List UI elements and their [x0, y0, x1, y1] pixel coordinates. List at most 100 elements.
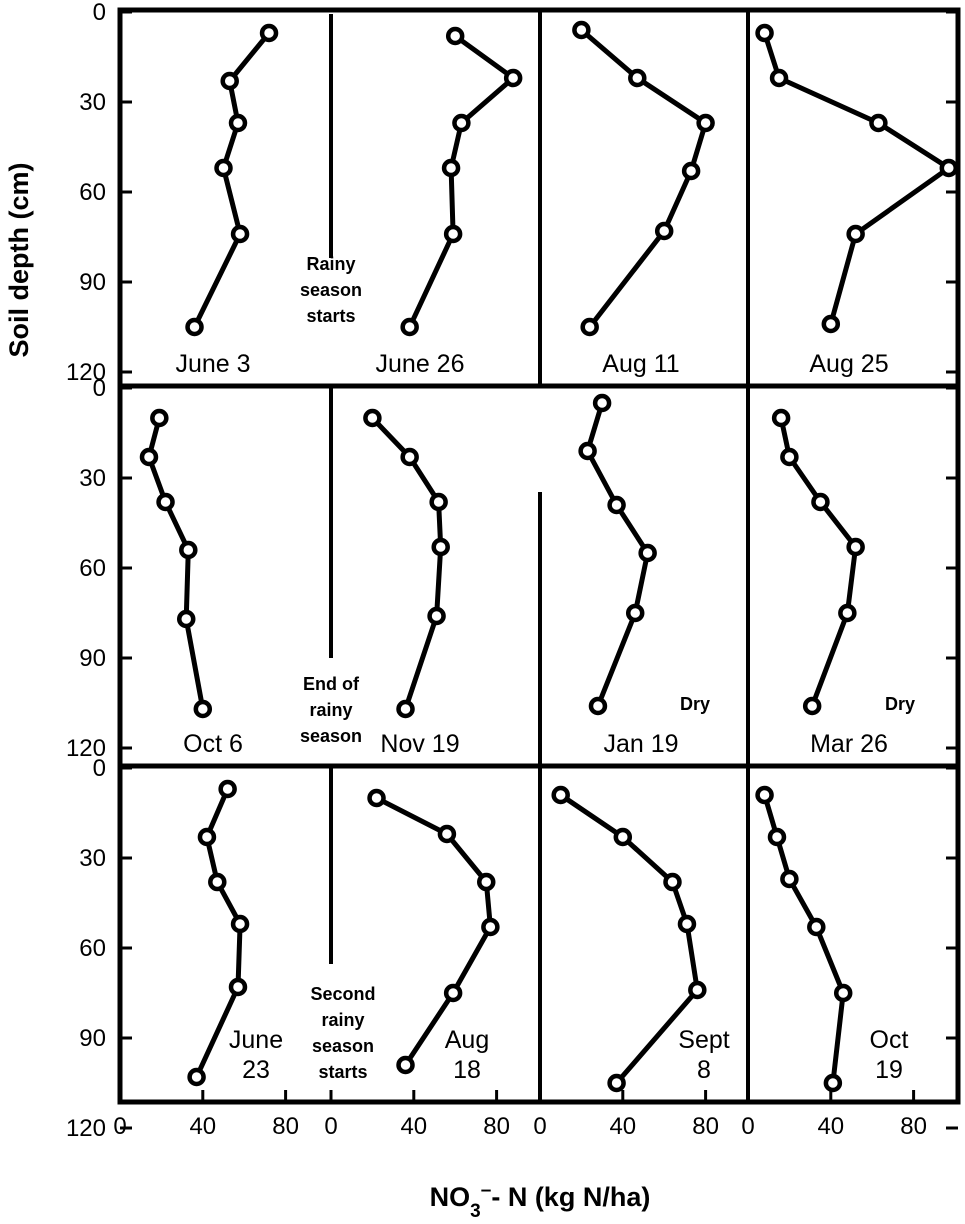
y-tick-label: 120	[66, 359, 106, 386]
x-tick-label: 0	[533, 1113, 546, 1140]
y-tick-label: 30	[79, 89, 106, 116]
data-point-4-1	[139, 447, 159, 467]
x-tick-label: 40	[400, 1113, 427, 1140]
data-point-5-2	[429, 492, 448, 512]
season-note-line: Second	[310, 984, 375, 1004]
profile-line-10	[559, 792, 700, 1085]
data-point-6-5	[588, 696, 608, 716]
season-note-line: Rainy	[306, 254, 355, 274]
y-tick-label: 30	[79, 465, 106, 492]
season-note-line: starts	[318, 1062, 367, 1082]
data-point-1-2	[452, 113, 471, 133]
season-note-second-rainy: Second rainy season starts	[310, 984, 375, 1082]
data-point-7-3	[846, 537, 865, 557]
season-note-line: starts	[306, 306, 355, 326]
annotations: Rainy season starts End of rainy season Second…	[300, 254, 376, 1082]
x-tick-label: 40	[817, 1113, 844, 1140]
data-point-11-4	[833, 983, 853, 1003]
data-point-2-5	[580, 317, 599, 337]
data-point-0-5	[185, 317, 204, 337]
data-point-2-1	[628, 68, 647, 88]
profile-line-4	[146, 417, 206, 710]
panel-label-8: June 23	[229, 1026, 283, 1084]
data-point-8-4	[228, 977, 248, 997]
season-note-line: rainy	[309, 700, 352, 720]
data-point-8-1	[197, 827, 217, 847]
y-tick-label: 60	[79, 555, 106, 582]
panel-label-line: 18	[453, 1056, 481, 1084]
data-point-3-3	[939, 158, 959, 178]
data-point-11-0	[755, 785, 774, 805]
panel-label-line: Aug 25	[809, 350, 888, 378]
data-point-7-5	[802, 696, 822, 716]
panel-label-line: 23	[242, 1056, 270, 1084]
x-tick-label: 40	[609, 1113, 636, 1140]
y-tick-label: 90	[79, 1025, 106, 1052]
data-point-7-0	[771, 408, 791, 428]
data-point-9-2	[477, 872, 496, 892]
x-tick-label: 40	[189, 1113, 216, 1140]
y-tick-label: 60	[79, 179, 106, 206]
data-point-10-4	[688, 980, 707, 1000]
panel-label-line: Nov 19	[380, 730, 459, 758]
panel-label-2: Aug 11	[602, 350, 679, 378]
x-tick-label: 80	[272, 1113, 299, 1140]
panel-frames	[117, 7, 961, 1105]
data-point-5-3	[431, 537, 450, 557]
panel-label-6: Jan 19	[603, 730, 678, 758]
data-point-4-5	[193, 699, 213, 719]
data-point-0-0	[259, 23, 279, 43]
y-tick-label: 60	[79, 935, 106, 962]
season-note-rainy-end: End of rainy season	[300, 674, 362, 746]
data-point-6-2	[607, 495, 626, 515]
data-point-0-4	[230, 224, 250, 244]
season-note-line: season	[312, 1036, 374, 1056]
panel-label-line: Jan 19	[603, 730, 678, 758]
profile-line-3	[762, 32, 952, 325]
y-tick-label: 0	[93, 755, 106, 782]
data-point-2-0	[572, 20, 591, 40]
data-point-3-1	[769, 68, 789, 88]
data-point-9-1	[437, 824, 457, 844]
panel-label-3: Aug 25	[809, 350, 888, 378]
data-point-0-3	[214, 158, 233, 178]
data-point-9-4	[443, 983, 463, 1003]
panel-label-10: Sept 8	[678, 1026, 729, 1084]
y-tick-label: 90	[79, 645, 106, 672]
x-tick-label: 80	[483, 1113, 510, 1140]
data-point-4-3	[179, 540, 198, 560]
y-tick-label: 0	[93, 375, 106, 402]
data-point-3-5	[821, 314, 841, 334]
data-point-0-1	[220, 71, 239, 91]
panel-label-line: June 3	[175, 350, 250, 378]
dry-note-7: Dry	[885, 694, 915, 714]
x-tick-label: 0	[113, 1113, 126, 1140]
data-point-3-4	[846, 224, 865, 244]
panel-label-line: June	[229, 1026, 283, 1054]
panel-label-11: Oct 19	[870, 1026, 909, 1084]
data-point-8-5	[187, 1067, 206, 1087]
data-point-8-3	[230, 914, 250, 934]
x-axis-label-rest: - N (kg N/ha)	[491, 1182, 650, 1212]
dry-note-6: Dry	[680, 694, 710, 714]
profile-line-9	[375, 795, 493, 1067]
data-point-2-3	[681, 161, 701, 181]
data-point-1-5	[400, 317, 419, 337]
x-tick-label: 0	[741, 1113, 754, 1140]
x-axis-label-main: NO	[430, 1182, 471, 1212]
panel-label-line: Aug 11	[602, 350, 679, 378]
data-point-11-1	[767, 827, 787, 847]
data-point-4-4	[176, 609, 196, 629]
season-note-line: rainy	[321, 1010, 364, 1030]
x-axis-label-sub: 3	[470, 1201, 481, 1222]
panel-label-line: Aug	[445, 1026, 489, 1054]
data-point-6-3	[638, 543, 657, 563]
data-point-10-0	[551, 785, 570, 805]
panel-label-line: June 26	[376, 350, 465, 378]
data-point-3-2	[869, 113, 888, 133]
data-point-8-0	[218, 779, 237, 799]
x-tick-label: 80	[900, 1113, 927, 1140]
season-note-line: season	[300, 280, 362, 300]
panel-label-line: Mar 26	[810, 730, 888, 758]
